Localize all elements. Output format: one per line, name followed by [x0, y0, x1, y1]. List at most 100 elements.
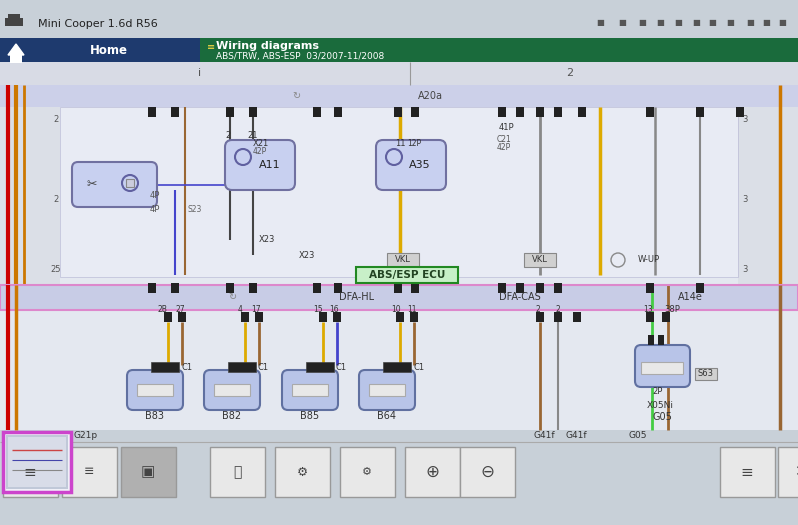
Bar	[411, 283, 419, 293]
Bar	[137, 384, 173, 396]
Text: 3: 3	[742, 116, 748, 124]
Bar	[8, 14, 20, 20]
Bar	[396, 312, 404, 322]
Bar	[0, 0, 798, 38]
Bar	[228, 362, 256, 372]
Bar	[405, 447, 460, 497]
FancyBboxPatch shape	[376, 140, 446, 190]
Bar	[516, 283, 524, 293]
Text: ■: ■	[674, 17, 682, 26]
Text: B85: B85	[300, 411, 319, 421]
Bar	[394, 283, 402, 293]
Text: 4P: 4P	[150, 205, 160, 215]
Bar	[646, 312, 654, 322]
Polygon shape	[8, 44, 24, 55]
Text: S63: S63	[698, 370, 714, 379]
Bar	[6, 435, 68, 489]
Bar	[313, 283, 321, 293]
Text: A11: A11	[259, 160, 281, 170]
Bar	[0, 310, 798, 430]
Text: VKL: VKL	[532, 256, 548, 265]
Text: G21p: G21p	[73, 432, 97, 440]
Bar	[536, 107, 544, 117]
Bar	[646, 283, 654, 293]
Bar	[210, 447, 265, 497]
FancyBboxPatch shape	[204, 370, 260, 410]
Text: ▣: ▣	[140, 465, 155, 479]
Text: ■: ■	[762, 17, 770, 26]
Bar	[249, 283, 257, 293]
Text: 3: 3	[742, 266, 748, 275]
Bar	[720, 447, 775, 497]
Text: 2: 2	[225, 131, 231, 140]
Bar	[369, 384, 405, 396]
Text: ↻: ↻	[228, 292, 236, 302]
Text: ✂: ✂	[87, 178, 97, 192]
Bar	[0, 430, 798, 443]
Text: B64: B64	[377, 411, 397, 421]
Bar	[356, 267, 458, 283]
Bar	[411, 107, 419, 117]
FancyBboxPatch shape	[72, 162, 157, 207]
Text: 11: 11	[407, 304, 417, 313]
Bar	[536, 312, 544, 322]
Text: X05Ni: X05Ni	[646, 401, 674, 410]
Bar	[554, 312, 562, 322]
Bar	[249, 107, 257, 117]
Bar	[778, 447, 798, 497]
Bar	[334, 283, 342, 293]
Bar	[0, 442, 798, 525]
Bar	[340, 447, 395, 497]
Text: ⚙: ⚙	[362, 467, 372, 477]
Bar	[460, 447, 515, 497]
Text: Wiring diagrams: Wiring diagrams	[216, 41, 319, 51]
Bar	[306, 362, 334, 372]
Text: DFA-CAS: DFA-CAS	[499, 292, 541, 302]
Text: 38P: 38P	[664, 304, 680, 313]
Text: 2P: 2P	[653, 387, 663, 396]
Text: Home: Home	[90, 45, 128, 58]
Bar	[662, 312, 670, 322]
Text: ■: ■	[726, 17, 734, 26]
Bar	[0, 107, 60, 285]
Bar	[387, 253, 419, 267]
Text: 42P: 42P	[497, 143, 512, 152]
FancyBboxPatch shape	[127, 370, 183, 410]
Bar	[641, 362, 683, 374]
Text: ■: ■	[656, 17, 664, 26]
Text: B82: B82	[223, 411, 242, 421]
Bar	[3, 432, 71, 492]
Text: i: i	[199, 68, 202, 78]
Text: 41P: 41P	[498, 123, 514, 132]
Text: ⊖: ⊖	[480, 463, 494, 481]
Bar	[498, 107, 506, 117]
Bar	[148, 283, 156, 293]
Text: ■: ■	[618, 17, 626, 26]
Text: S23: S23	[188, 205, 203, 215]
Text: C1: C1	[413, 362, 424, 372]
Text: ↻: ↻	[292, 91, 300, 101]
Bar	[536, 283, 544, 293]
Text: 2: 2	[555, 304, 560, 313]
Text: ⎙: ⎙	[233, 465, 241, 479]
Text: G41f: G41f	[533, 432, 555, 440]
Bar	[333, 312, 341, 322]
Bar	[319, 312, 327, 322]
Bar	[0, 38, 200, 64]
Bar	[126, 179, 134, 187]
Text: ≡: ≡	[207, 42, 215, 52]
Text: X21: X21	[253, 139, 269, 148]
Bar	[646, 107, 654, 117]
Text: 27: 27	[176, 304, 185, 313]
Bar	[178, 312, 186, 322]
Text: Mini Cooper 1.6d R56: Mini Cooper 1.6d R56	[38, 19, 158, 29]
Bar	[648, 335, 654, 345]
Bar	[394, 107, 402, 117]
Text: A14e: A14e	[678, 292, 702, 302]
Text: 42P: 42P	[253, 146, 267, 155]
FancyBboxPatch shape	[635, 345, 690, 387]
Text: ■: ■	[638, 17, 646, 26]
Text: ≡: ≡	[84, 466, 94, 478]
Text: G05: G05	[652, 412, 672, 422]
Bar	[292, 384, 328, 396]
